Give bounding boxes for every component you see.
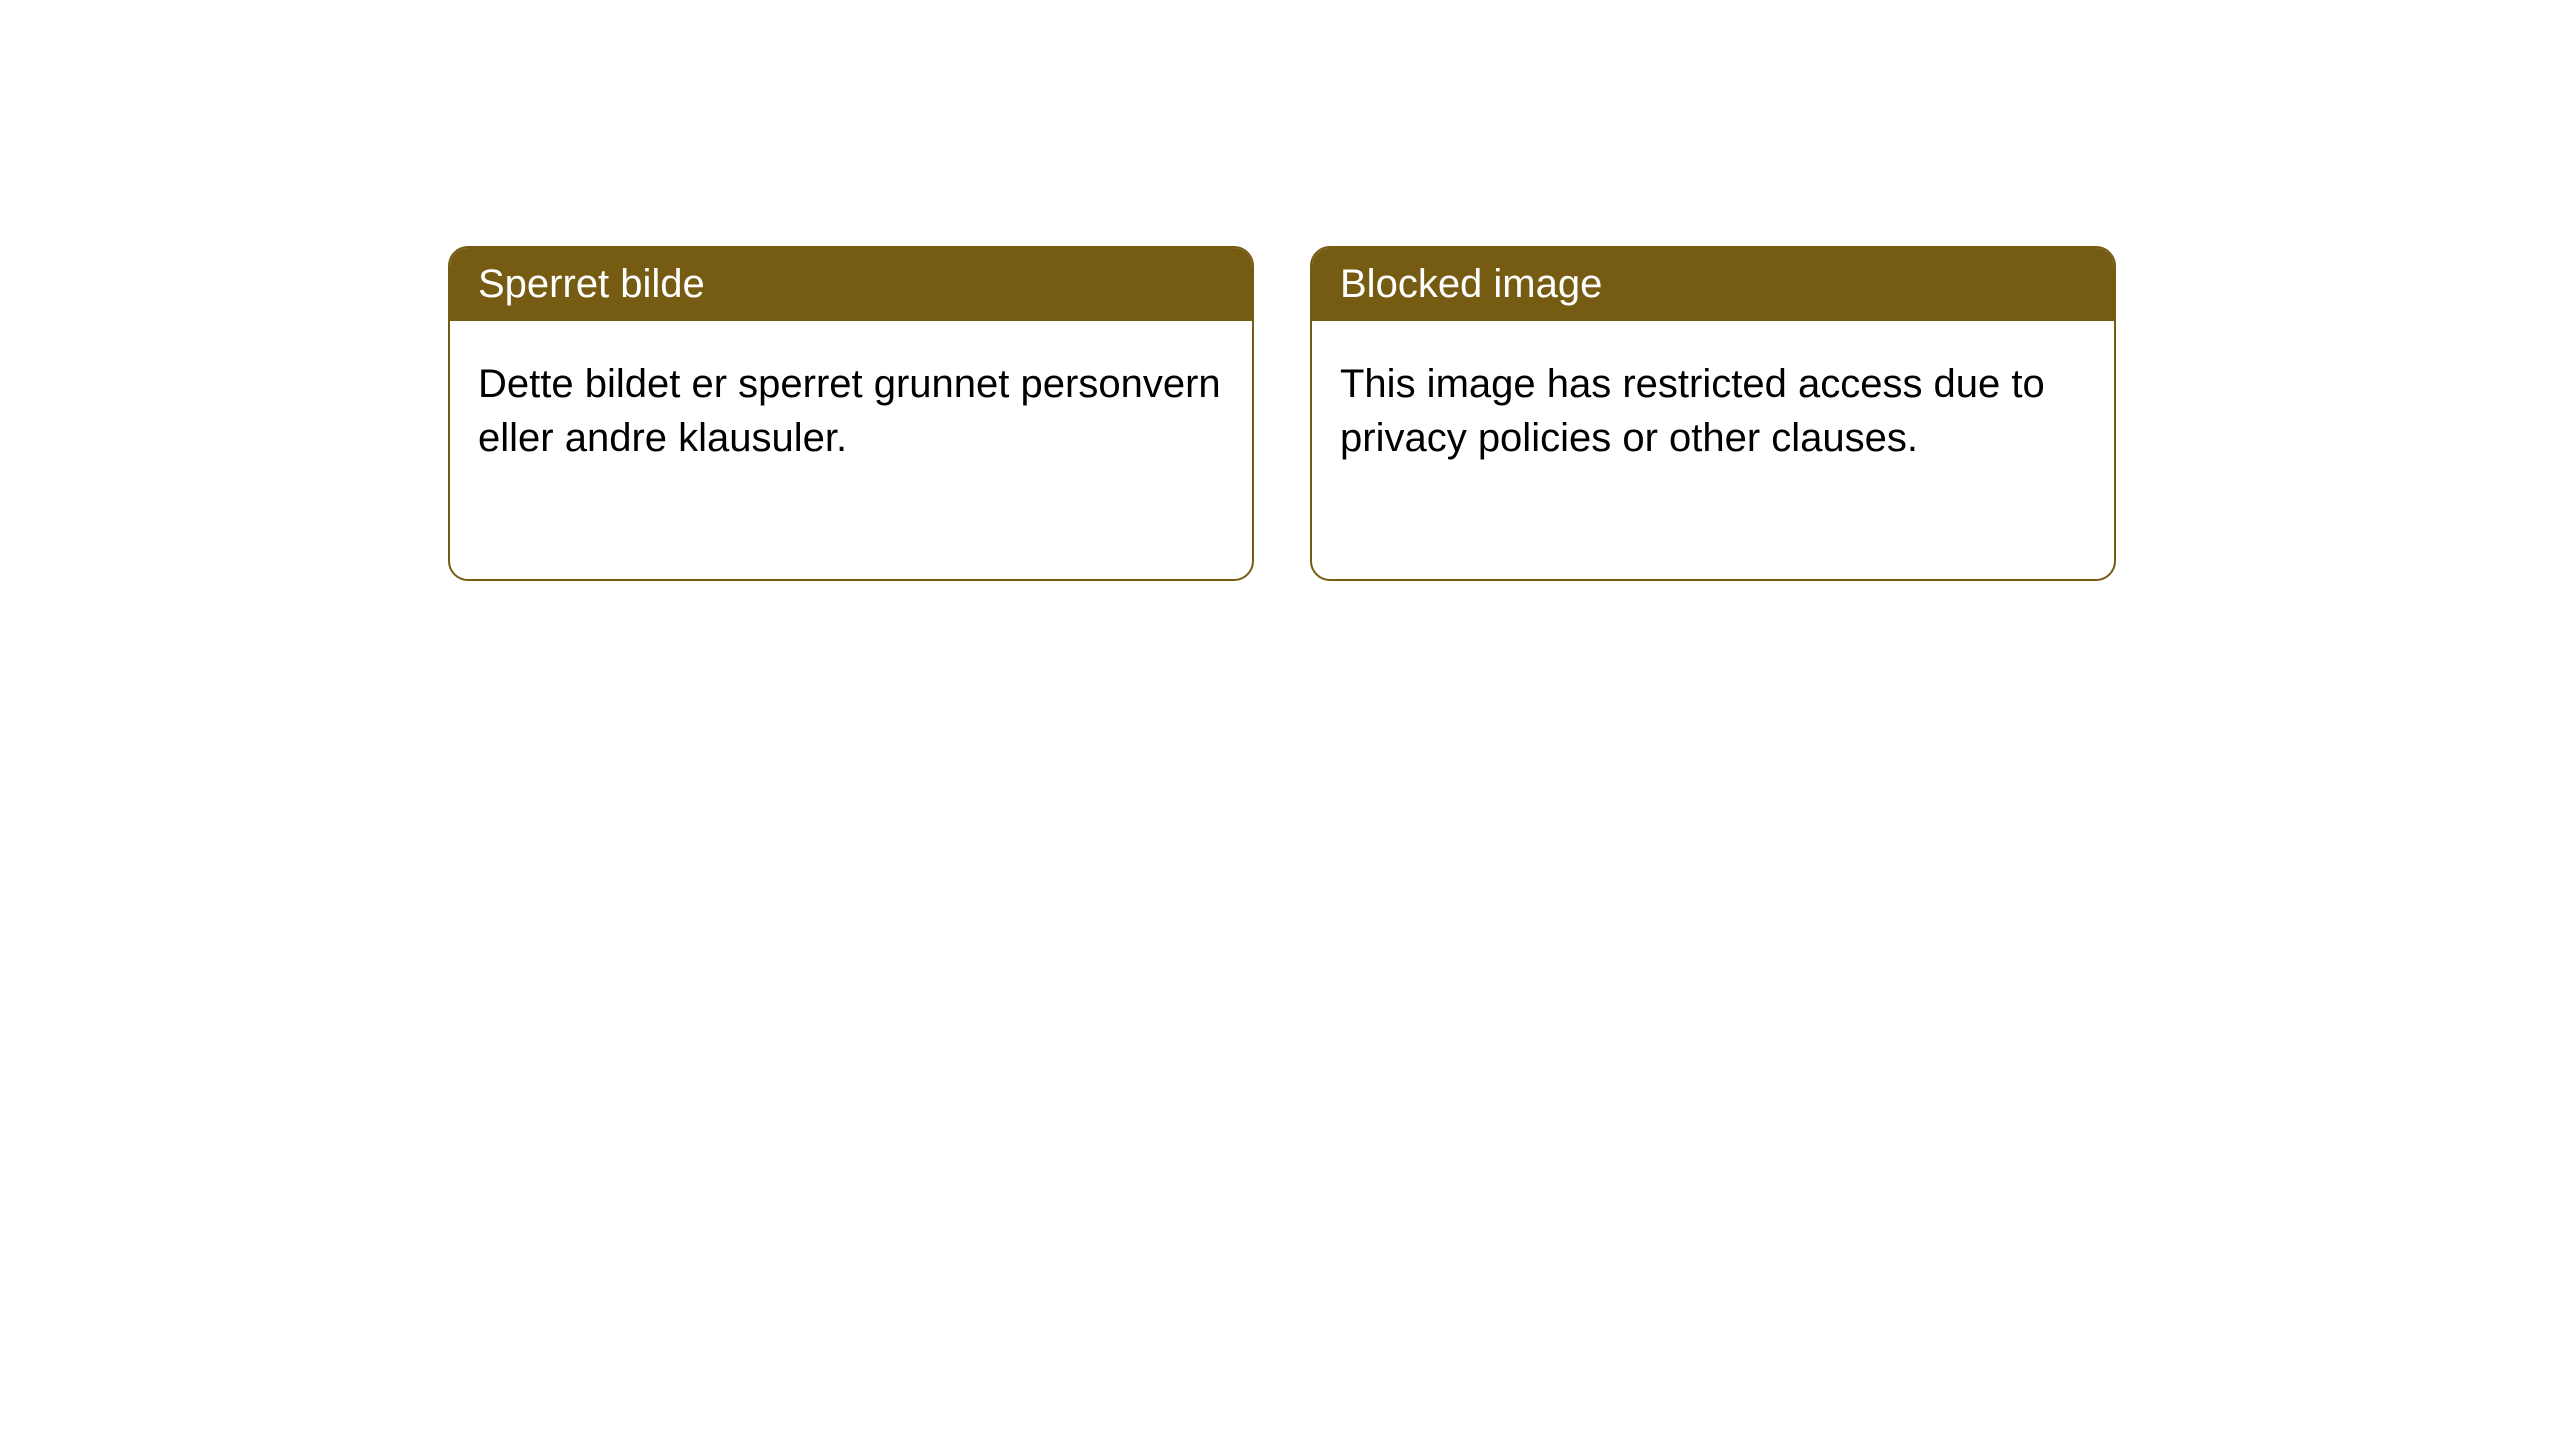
card-header-english: Blocked image bbox=[1312, 248, 2114, 321]
notice-card-english: Blocked image This image has restricted … bbox=[1310, 246, 2116, 581]
card-body-text: Dette bildet er sperret grunnet personve… bbox=[478, 362, 1221, 460]
card-body-text: This image has restricted access due to … bbox=[1340, 362, 2045, 460]
notice-card-norwegian: Sperret bilde Dette bildet er sperret gr… bbox=[448, 246, 1254, 581]
card-title: Blocked image bbox=[1340, 262, 1602, 306]
card-title: Sperret bilde bbox=[478, 262, 705, 306]
card-header-norwegian: Sperret bilde bbox=[450, 248, 1252, 321]
card-body-norwegian: Dette bildet er sperret grunnet personve… bbox=[450, 321, 1252, 501]
notice-container: Sperret bilde Dette bildet er sperret gr… bbox=[448, 246, 2116, 581]
card-body-english: This image has restricted access due to … bbox=[1312, 321, 2114, 501]
